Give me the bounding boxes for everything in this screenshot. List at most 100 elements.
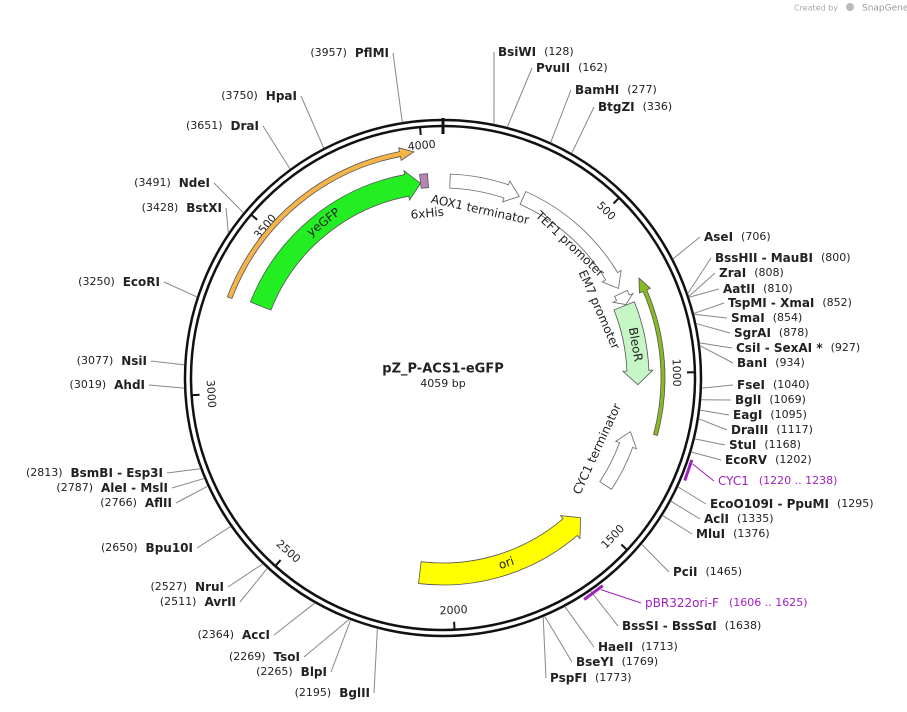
map-tick-label: 1000 xyxy=(670,359,684,387)
enzyme-leader xyxy=(693,302,725,314)
enzyme-label: FseI (1040) xyxy=(737,378,810,392)
feature-label: ori xyxy=(497,554,516,572)
enzyme-label: BssHII - MauBI (800) xyxy=(715,251,851,265)
enzyme-position: (2269) xyxy=(229,650,266,663)
map-tick xyxy=(250,213,258,221)
enzyme-label: EagI (1095) xyxy=(733,408,807,422)
enzyme-position: (1465) xyxy=(706,565,743,578)
enzyme-name: CsiI - SexAI * xyxy=(736,341,823,355)
enzyme-label: (2766) AflII xyxy=(100,496,172,510)
enzyme-name: TspMI - XmaI xyxy=(728,296,814,310)
enzyme-label: AclI (1335) xyxy=(704,512,774,526)
enzyme-label: (3750) HpaI xyxy=(221,89,297,103)
enzyme-position: (3077) xyxy=(77,354,114,367)
enzyme-position: (852) xyxy=(822,296,852,309)
enzyme-label: ZraI (808) xyxy=(719,266,784,280)
enzyme-position: (1773) xyxy=(595,671,632,684)
feature-arrow xyxy=(418,515,581,586)
feature-arrow xyxy=(611,289,635,306)
enzyme-leader xyxy=(506,67,533,128)
enzyme-label: AseI (706) xyxy=(704,230,771,244)
enzyme-position: (2650) xyxy=(101,541,138,554)
enzyme-name: NsiI xyxy=(121,354,147,368)
map-tick xyxy=(274,559,282,567)
primer-site xyxy=(583,584,604,601)
enzyme-name: NruI xyxy=(195,580,224,594)
enzyme-label: EcoRV (1202) xyxy=(725,453,812,467)
enzyme-label: (2813) BsmBI - Esp3I xyxy=(26,466,163,480)
enzyme-position: (162) xyxy=(578,61,608,74)
map-tick-label: 2500 xyxy=(273,537,303,565)
enzyme-name: BssSI - BssSαI xyxy=(622,619,717,633)
enzyme-leader xyxy=(564,606,595,648)
enzyme-label: (3250) EcoRI xyxy=(78,275,160,289)
feature-arrow xyxy=(249,169,422,311)
enzyme-name: EcoRV xyxy=(725,453,768,467)
enzyme-name: EcoRI xyxy=(123,275,160,289)
primer-range: (1606 .. 1625) xyxy=(729,596,808,609)
feature-arrow xyxy=(419,173,429,189)
enzyme-label: BssSI - BssSαI (1638) xyxy=(622,619,761,633)
enzyme-name: BglI xyxy=(735,393,761,407)
primer-range: (1220 .. 1238) xyxy=(759,474,838,487)
enzyme-leader xyxy=(571,106,595,154)
enzyme-leader xyxy=(662,514,693,535)
enzyme-position: (3651) xyxy=(186,119,223,132)
enzyme-leader xyxy=(171,477,205,489)
enzyme-leader xyxy=(273,602,316,636)
enzyme-position: (810) xyxy=(763,282,793,295)
enzyme-position: (1095) xyxy=(770,408,807,421)
enzyme-position: (878) xyxy=(779,326,809,339)
enzyme-leader xyxy=(213,182,244,214)
enzyme-leader xyxy=(699,409,730,416)
primer-leader xyxy=(692,463,715,482)
enzyme-position: (3250) xyxy=(78,275,115,288)
feature-arrow xyxy=(638,277,666,436)
enzyme-label: (3428) BstXI xyxy=(142,201,222,215)
enzyme-label: (2265) BlpI xyxy=(256,665,327,679)
enzyme-position: (1769) xyxy=(622,655,659,668)
enzyme-label: EcoO109I - PpuMI (1295) xyxy=(710,497,874,511)
feature-label: 6xHis xyxy=(410,205,445,222)
enzyme-position: (1040) xyxy=(773,378,810,391)
map-tick xyxy=(620,543,628,551)
feature-arrow xyxy=(613,301,654,386)
enzyme-leader xyxy=(696,323,731,334)
feature-label: BleoR xyxy=(626,326,646,363)
primer-site xyxy=(683,459,694,482)
enzyme-name: PvuII xyxy=(536,61,570,75)
enzyme-leader xyxy=(693,313,728,319)
primer-label: CYC1 (1220 .. 1238) xyxy=(718,474,837,488)
enzyme-leader xyxy=(175,485,208,504)
credit-prefix: Created by xyxy=(794,4,838,13)
map-tick-label: 2000 xyxy=(439,603,468,617)
enzyme-leader xyxy=(691,451,722,461)
enzyme-leader xyxy=(687,257,712,294)
enzyme-name: StuI xyxy=(729,438,756,452)
enzyme-name: AleI - MslI xyxy=(101,481,168,495)
enzyme-name: AatII xyxy=(723,282,755,296)
enzyme-leader xyxy=(672,236,701,260)
enzyme-name: AvrII xyxy=(204,595,236,609)
enzyme-name: PciI xyxy=(673,565,698,579)
enzyme-label: (2650) Bpu10I xyxy=(101,541,193,555)
enzyme-leader xyxy=(670,500,701,520)
enzyme-label: CsiI - SexAI * (927) xyxy=(736,341,860,355)
enzyme-position: (2813) xyxy=(26,466,63,479)
enzyme-leader xyxy=(163,281,198,298)
enzyme-name: ZraI xyxy=(719,266,746,280)
feature-arrow xyxy=(449,173,520,203)
enzyme-name: AclI xyxy=(704,512,729,526)
enzyme-name: AccI xyxy=(242,628,270,642)
enzyme-label: PciI (1465) xyxy=(673,565,742,579)
enzyme-name: BlpI xyxy=(301,665,327,679)
enzyme-leader xyxy=(330,619,352,673)
enzyme-position: (2527) xyxy=(150,580,187,593)
enzyme-label: HaeII (1713) xyxy=(598,640,678,654)
enzyme-position: (2265) xyxy=(256,665,293,678)
enzyme-name: HpaI xyxy=(266,89,297,103)
enzyme-leader xyxy=(698,418,728,431)
enzyme-label: (2364) AccI xyxy=(197,628,270,642)
enzyme-name: EagI xyxy=(733,408,762,422)
